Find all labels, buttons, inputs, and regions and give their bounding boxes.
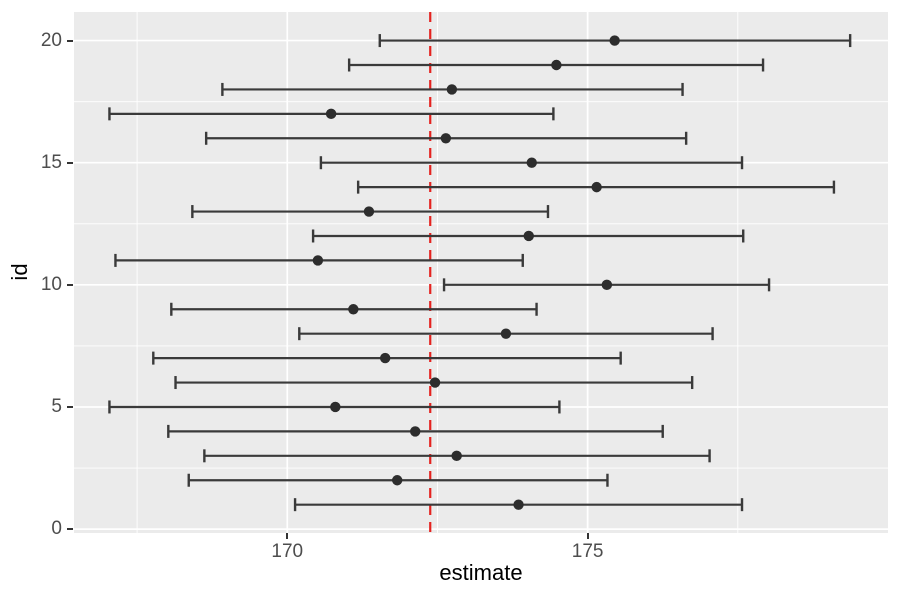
plot-panel	[74, 12, 888, 533]
data-point	[513, 499, 524, 510]
y-tick-mark	[67, 405, 73, 408]
data-point	[348, 304, 359, 315]
y-tick-label: 20	[40, 29, 62, 51]
data-point	[551, 59, 562, 71]
data-point	[330, 401, 341, 413]
data-point	[591, 181, 602, 193]
data-point	[446, 84, 458, 95]
y-tick-mark	[67, 528, 73, 531]
data-point	[312, 255, 324, 266]
y-tick-mark	[67, 161, 73, 164]
data-point	[363, 206, 375, 217]
x-tick-label: 170	[271, 541, 304, 562]
data-point	[325, 108, 337, 120]
y-tick-label: 15	[40, 151, 62, 173]
data-point	[451, 450, 462, 462]
chart-canvas	[74, 12, 888, 533]
data-point	[410, 426, 421, 437]
y-tick-mark	[67, 283, 73, 286]
data-point	[609, 35, 620, 46]
data-point	[601, 279, 613, 291]
y-tick-label: 0	[51, 518, 62, 540]
y-tick-label: 5	[51, 395, 62, 417]
data-point	[526, 157, 537, 168]
data-point	[523, 230, 534, 242]
x-axis-title: estimate	[439, 560, 523, 585]
data-point	[440, 133, 452, 144]
y-tick-label: 10	[40, 273, 62, 295]
data-point	[500, 328, 512, 339]
data-point	[429, 377, 441, 388]
data-point	[379, 352, 391, 364]
x-tick-mark	[586, 533, 589, 539]
x-tick-mark	[286, 533, 289, 539]
y-tick-mark	[67, 39, 73, 42]
x-tick-label: 175	[571, 541, 604, 562]
data-point	[391, 475, 403, 486]
